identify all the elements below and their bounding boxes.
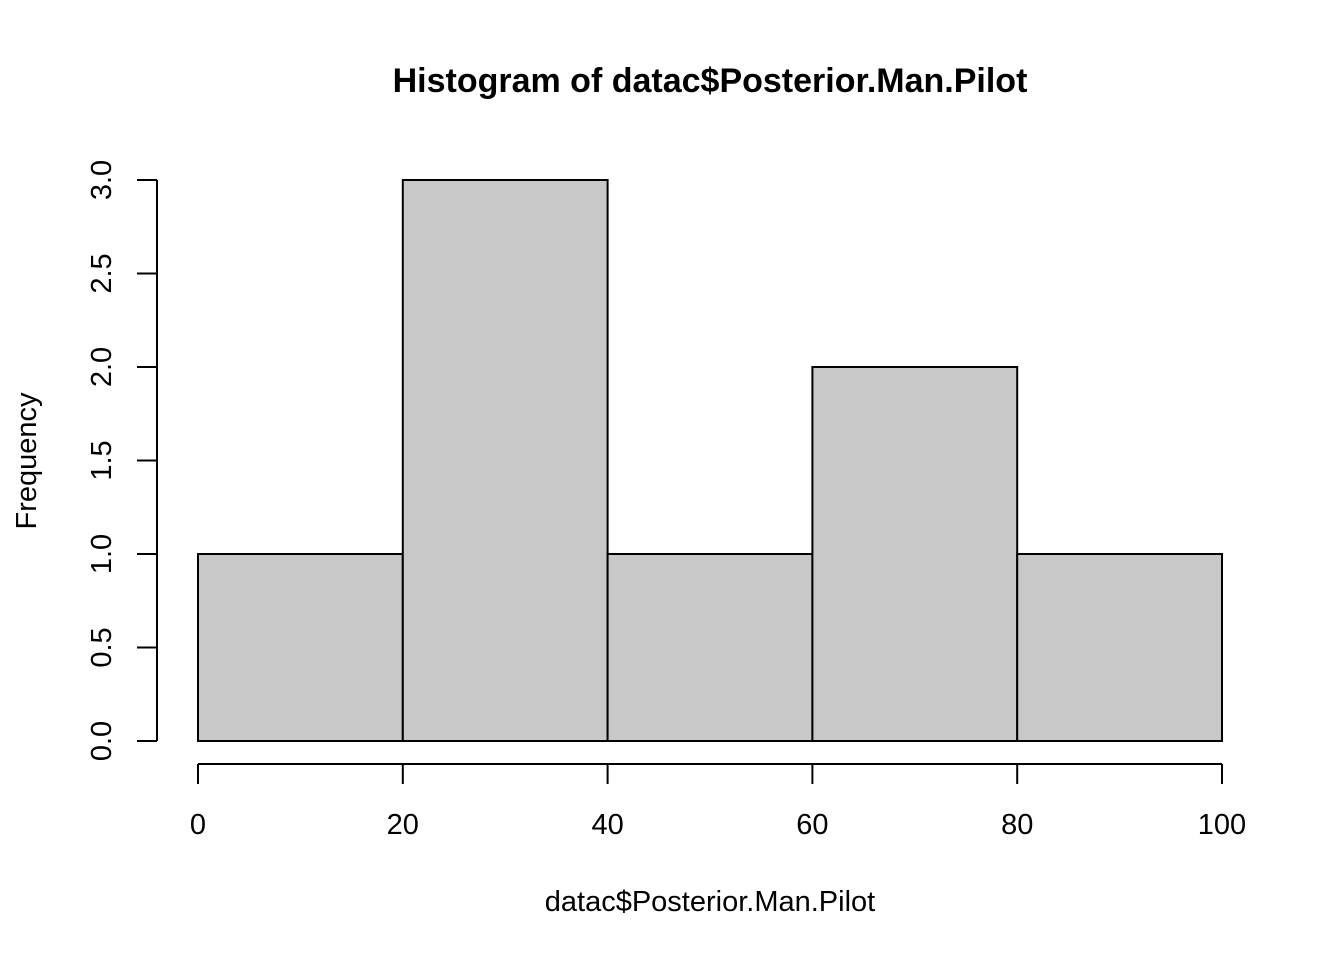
y-tick-label-1: 0.5 [86,627,118,667]
x-tick-label-4: 80 [1001,809,1033,841]
x-tick-label-0: 0 [190,809,206,841]
histogram-bar-4 [1016,553,1224,742]
x-tick-label-1: 20 [387,809,419,841]
histogram-bar-2 [606,553,814,742]
y-tick-label-0: 0.0 [86,721,118,761]
y-tick-label-4: 2.0 [86,347,118,387]
x-axis: 0 20 40 60 80 100 [190,763,1246,841]
y-axis-label: Frequency [11,392,43,530]
histogram-bar-3 [811,366,1019,742]
x-tick-label-2: 40 [591,809,623,841]
histogram-bar-0 [197,553,404,742]
y-axis: 0.0 0.5 1.0 1.5 2.0 2.5 3.0 [86,160,158,761]
y-tick-label-5: 2.5 [86,253,118,293]
x-tick-label-3: 60 [796,809,828,841]
y-tick-label-6: 3.0 [86,160,118,200]
y-tick-label-2: 1.0 [86,534,118,574]
chart-title: Histogram of datac$Posterior.Man.Pilot [393,62,1028,100]
y-tick-label-3: 1.5 [86,440,118,480]
bars-group [197,179,1224,742]
x-axis-label: datac$Posterior.Man.Pilot [545,886,875,918]
x-tick-label-5: 100 [1198,809,1246,841]
histogram-bar-1 [401,179,609,742]
